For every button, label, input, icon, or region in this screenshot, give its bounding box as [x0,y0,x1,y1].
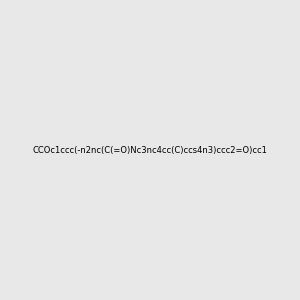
Text: CCOc1ccc(-n2nc(C(=O)Nc3nc4cc(C)ccs4n3)ccc2=O)cc1: CCOc1ccc(-n2nc(C(=O)Nc3nc4cc(C)ccs4n3)cc… [33,146,267,154]
